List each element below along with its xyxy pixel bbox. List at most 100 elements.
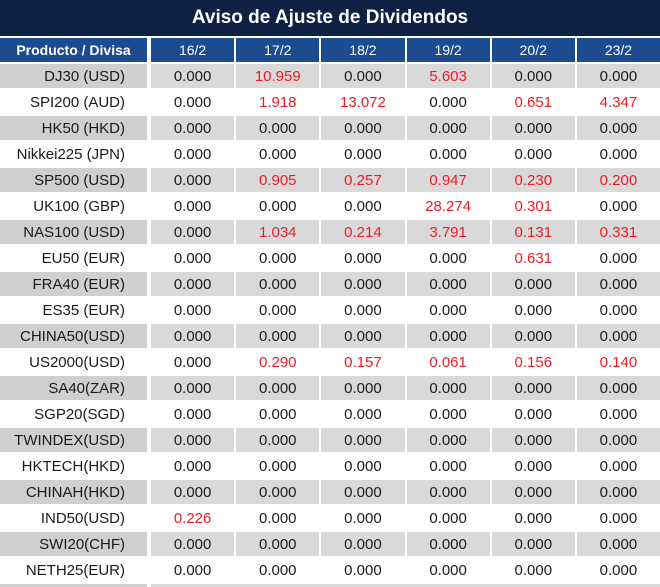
table-row: HK50 (HKD) 0.000 0.000 0.000 0.000 0.000 0.000 xyxy=(0,116,660,142)
dividend-value-cell: 0.000 xyxy=(234,116,320,140)
product-cell: HK50 (HKD) xyxy=(0,116,151,140)
dividend-value-cell: 0.230 xyxy=(489,168,575,192)
dividend-value-cell: 0.000 xyxy=(574,64,660,88)
dividend-value-cell: 0.000 xyxy=(234,402,320,426)
dividend-value-cell: 0.000 xyxy=(151,142,235,166)
dividend-value-cell: 0.000 xyxy=(151,64,235,88)
dividend-value-cell: 0.000 xyxy=(319,428,405,452)
dividend-value-cell: 0.214 xyxy=(319,220,405,244)
product-cell: EU50 (EUR) xyxy=(0,246,151,270)
table-row: IND50(USD) 0.226 0.000 0.000 0.000 0.000 0.000 xyxy=(0,506,660,532)
dividend-value-cell: 0.000 xyxy=(489,532,575,556)
dividend-value-cell: 0.000 xyxy=(319,480,405,504)
dividend-value-cell: 0.000 xyxy=(404,142,490,166)
product-cell: SPI200 (AUD) xyxy=(0,90,151,114)
dividend-value-cell: 0.000 xyxy=(574,506,660,530)
table-row: US2000(USD) 0.000 0.290 0.157 0.061 0.156 0.14… xyxy=(0,350,660,376)
dividend-value-cell: 13.072 xyxy=(319,90,405,114)
dividend-value-cell: 0.000 xyxy=(234,558,320,582)
dividend-value-cell: 0.000 xyxy=(404,90,490,114)
dividend-value-cell: 3.791 xyxy=(404,220,490,244)
column-header-date: 18/2 xyxy=(319,38,404,62)
table-row: CHINAH(HKD) 0.000 0.000 0.000 0.000 0.000 0.00… xyxy=(0,480,660,506)
dividend-value-cell: 0.000 xyxy=(151,194,235,218)
product-cell: UK100 (GBP) xyxy=(0,194,151,218)
table-row: Nikkei225 (JPN) 0.000 0.000 0.000 0.000 0.000… xyxy=(0,142,660,168)
dividend-value-cell: 0.226 xyxy=(151,506,235,530)
dividend-value-cell: 0.000 xyxy=(319,142,405,166)
partial-row-value-cells xyxy=(151,584,660,587)
dividend-value-cell: 0.000 xyxy=(574,480,660,504)
dividend-value-cell: 0.000 xyxy=(151,220,235,244)
dividend-value-cell: 0.000 xyxy=(151,168,235,192)
dividend-value-cell: 0.000 xyxy=(489,142,575,166)
dividend-value-cell: 0.000 xyxy=(151,558,235,582)
dividend-value-cell: 0.000 xyxy=(574,532,660,556)
dividend-value-cell: 0.200 xyxy=(574,168,660,192)
column-header-date: 23/2 xyxy=(574,38,660,62)
dividend-value-cell: 0.000 xyxy=(489,558,575,582)
product-cell: CHINAH(HKD) xyxy=(0,480,151,504)
dividend-value-cell: 4.347 xyxy=(574,90,660,114)
dividend-value-cell: 0.000 xyxy=(234,194,320,218)
dividend-value-cell: 0.000 xyxy=(234,454,320,478)
dividend-value-cell: 0.000 xyxy=(489,506,575,530)
dividend-value-cell: 0.000 xyxy=(234,142,320,166)
dividend-value-cell: 0.000 xyxy=(234,428,320,452)
dividend-value-cell: 0.000 xyxy=(234,376,320,400)
dividend-value-cell: 0.000 xyxy=(151,350,235,374)
dividend-value-cell: 0.000 xyxy=(319,298,405,322)
dividend-value-cell: 0.000 xyxy=(319,532,405,556)
dividend-value-cell: 0.905 xyxy=(234,168,320,192)
dividend-value-cell: 0.000 xyxy=(404,376,490,400)
dividend-value-cell: 0.000 xyxy=(404,428,490,452)
dividend-value-cell: 0.000 xyxy=(574,324,660,348)
dividend-value-cell: 0.000 xyxy=(234,532,320,556)
column-header-date: 17/2 xyxy=(234,38,319,62)
dividend-value-cell: 0.290 xyxy=(234,350,320,374)
dividend-value-cell: 0.000 xyxy=(574,428,660,452)
dividend-value-cell: 0.000 xyxy=(489,64,575,88)
dividend-value-cell: 0.000 xyxy=(234,272,320,296)
dividend-value-cell: 0.000 xyxy=(404,402,490,426)
dividend-value-cell: 0.000 xyxy=(574,194,660,218)
dividend-value-cell: 0.000 xyxy=(489,272,575,296)
dividend-value-cell: 0.000 xyxy=(404,454,490,478)
dividend-value-cell: 0.000 xyxy=(234,480,320,504)
dividend-value-cell: 0.000 xyxy=(319,506,405,530)
dividend-value-cell: 0.000 xyxy=(319,272,405,296)
dividend-value-cell: 0.000 xyxy=(489,480,575,504)
product-cell: HKTECH(HKD) xyxy=(0,454,151,478)
dividend-value-cell: 0.000 xyxy=(234,298,320,322)
table-row: NETH25(EUR) 0.000 0.000 0.000 0.000 0.000 0.00… xyxy=(0,558,660,584)
product-cell: SP500 (USD) xyxy=(0,168,151,192)
dividend-value-cell: 0.000 xyxy=(489,324,575,348)
dividend-value-cell: 0.000 xyxy=(404,116,490,140)
dividend-value-cell: 0.000 xyxy=(234,506,320,530)
dividend-value-cell: 0.000 xyxy=(574,142,660,166)
dividend-value-cell: 0.000 xyxy=(234,246,320,270)
dividend-value-cell: 0.000 xyxy=(319,246,405,270)
dividend-value-cell: 0.000 xyxy=(151,402,235,426)
dividend-value-cell: 0.000 xyxy=(489,116,575,140)
dividend-value-cell: 0.000 xyxy=(489,298,575,322)
dividend-value-cell: 0.000 xyxy=(319,376,405,400)
dividend-value-cell: 0.000 xyxy=(151,324,235,348)
product-cell: DJ30 (USD) xyxy=(0,64,151,88)
dividend-value-cell: 0.061 xyxy=(404,350,490,374)
dividend-value-cell: 0.331 xyxy=(574,220,660,244)
dividend-value-cell: 0.000 xyxy=(404,246,490,270)
dividend-value-cell: 0.000 xyxy=(151,532,235,556)
table-row: ES35 (EUR) 0.000 0.000 0.000 0.000 0.000 0.000 xyxy=(0,298,660,324)
table-row: TWINDEX(USD) 0.000 0.000 0.000 0.000 0.000 0.0… xyxy=(0,428,660,454)
product-cell: NAS100 (USD) xyxy=(0,220,151,244)
dividend-value-cell: 0.000 xyxy=(574,246,660,270)
table-row: SPI200 (AUD) 0.000 1.918 13.072 0.000 0.651 4.… xyxy=(0,90,660,116)
dividend-value-cell: 0.000 xyxy=(151,246,235,270)
dividend-value-cell: 0.000 xyxy=(234,324,320,348)
product-cell: NETH25(EUR) xyxy=(0,558,151,582)
table-row: FRA40 (EUR) 0.000 0.000 0.000 0.000 0.000 0.00… xyxy=(0,272,660,298)
dividend-value-cell: 0.000 xyxy=(319,454,405,478)
table-row: CHINA50(USD) 0.000 0.000 0.000 0.000 0.000 0.0… xyxy=(0,324,660,350)
